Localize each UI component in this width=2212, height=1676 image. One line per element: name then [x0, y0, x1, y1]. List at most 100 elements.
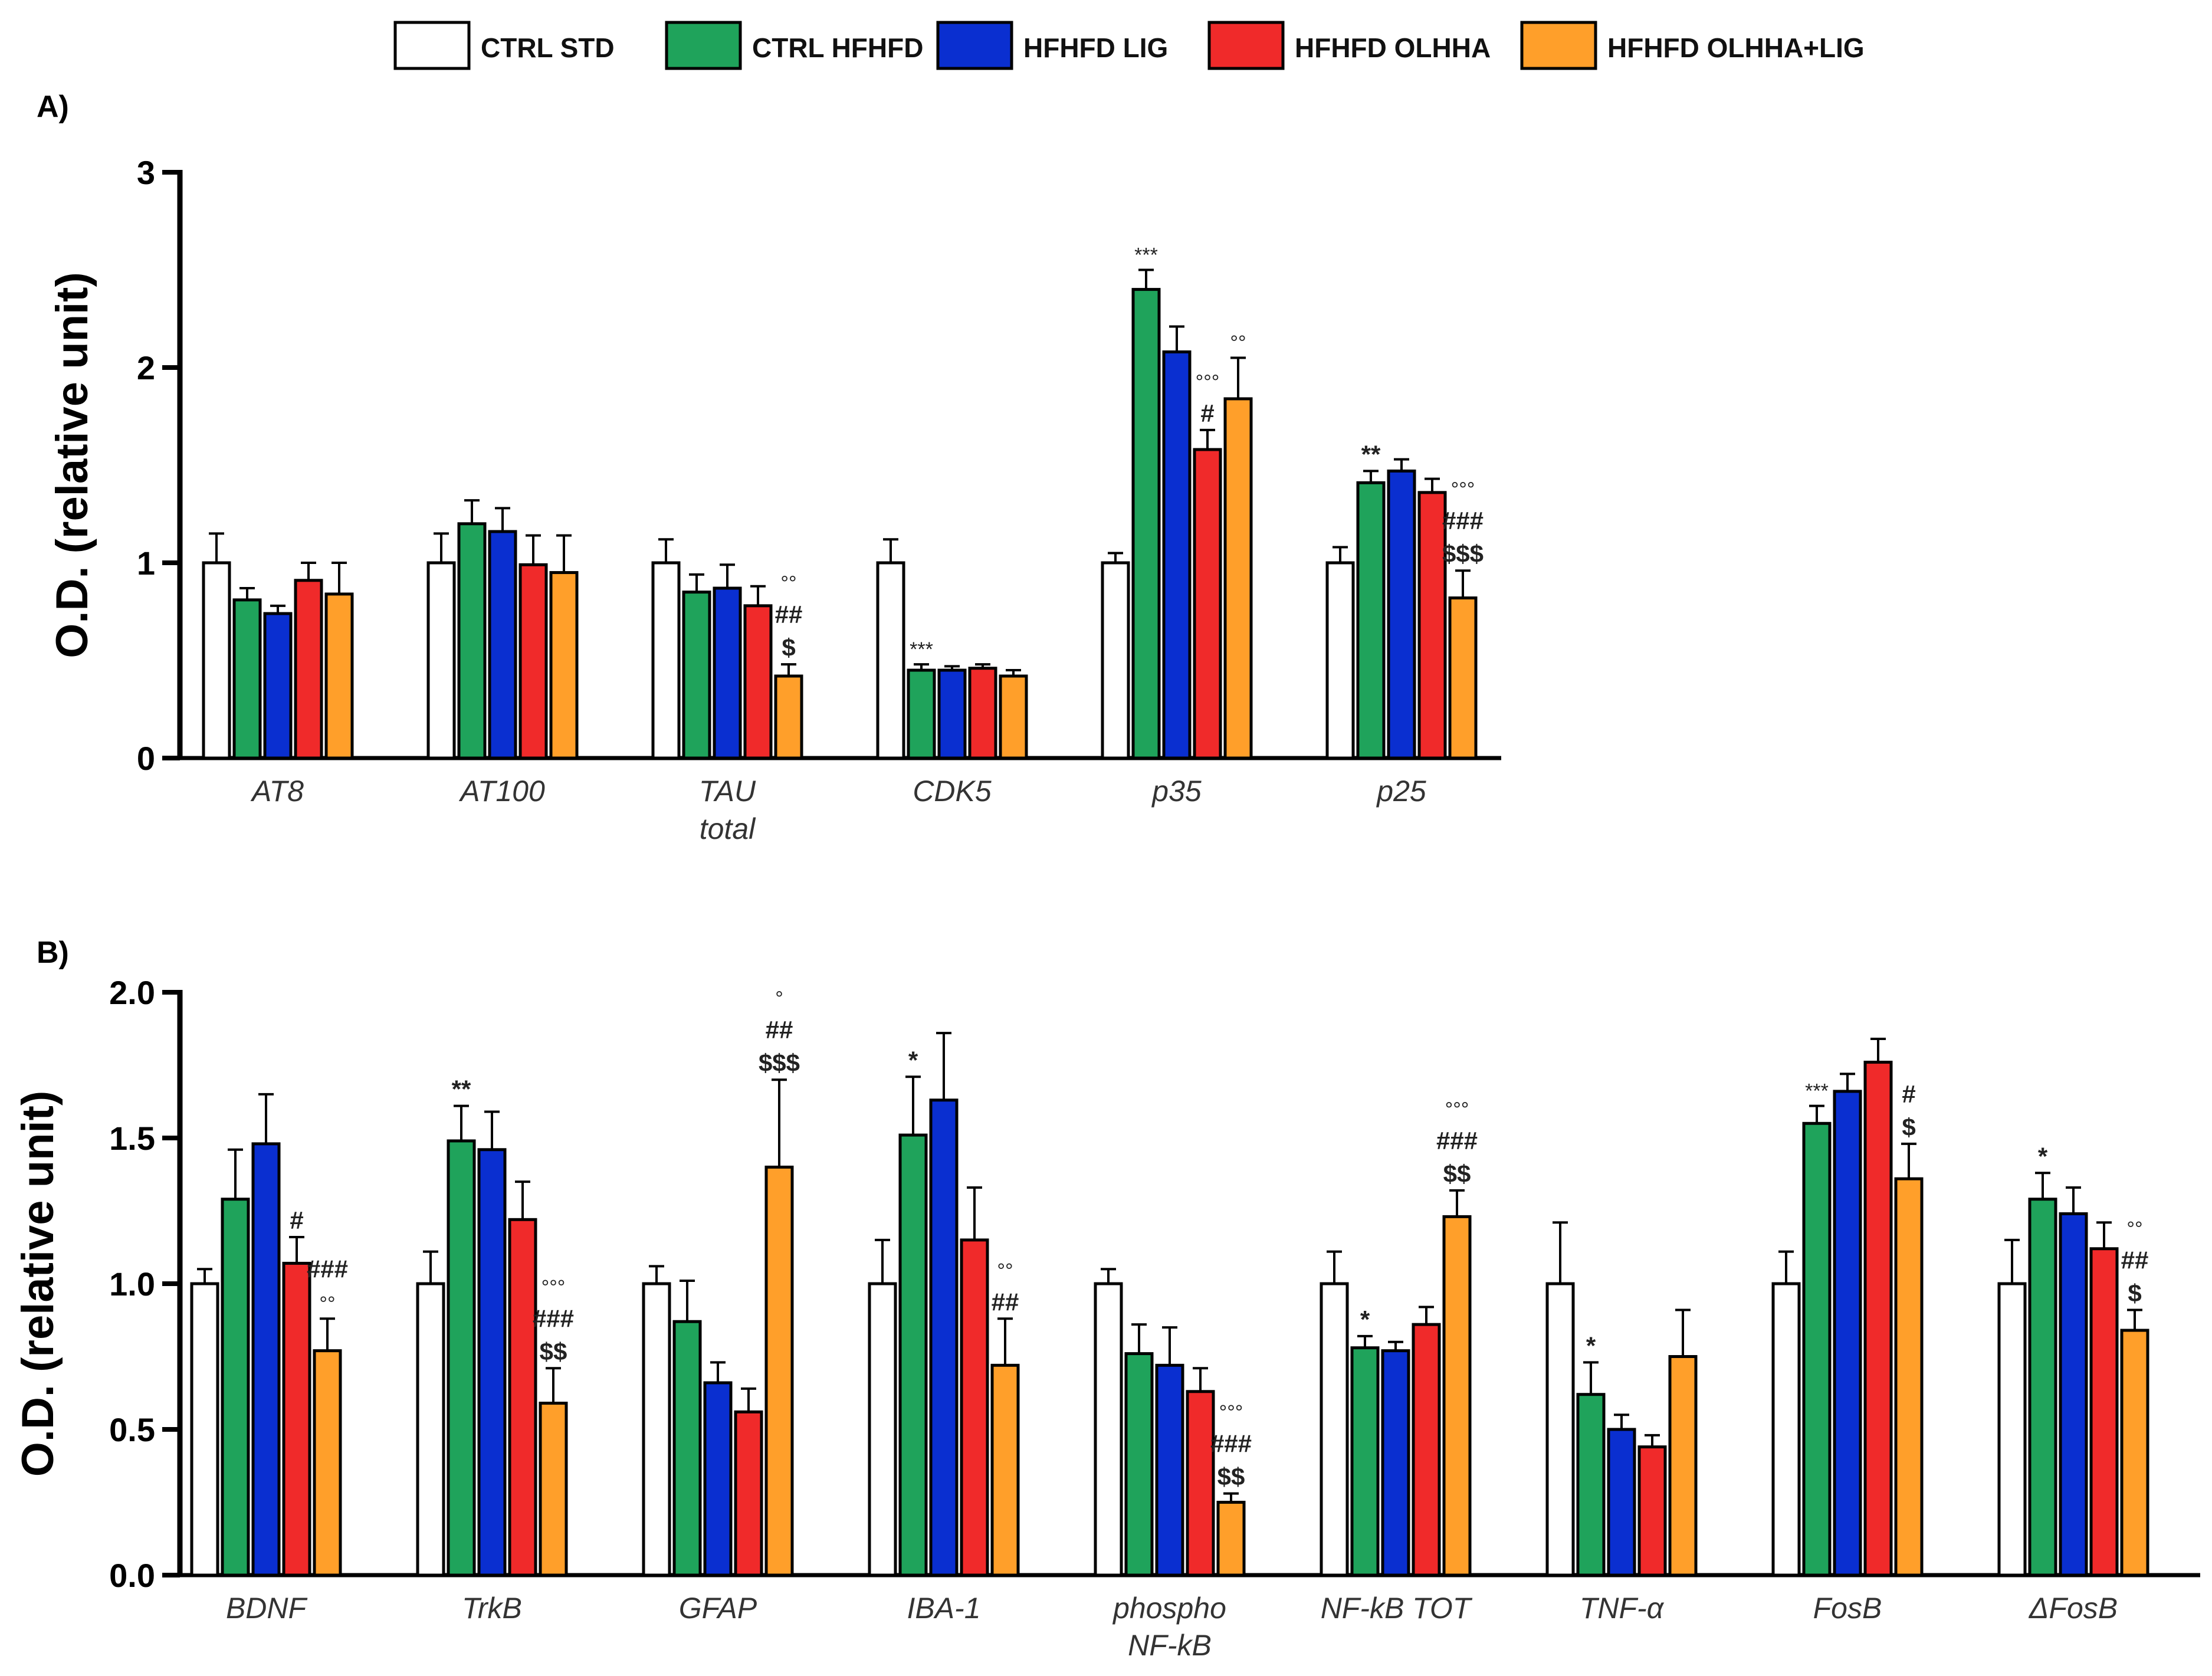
significance-label-bdnf-hfhfd-olhha-lig: °° [319, 1293, 335, 1315]
bar-tau-total-ctrl-hfhfd [682, 591, 711, 760]
y-tick-label: 3 [137, 154, 155, 191]
bar-cdk5-hfhfd-lig [937, 668, 967, 760]
bar-fosb-hfhfd-lig [2059, 1212, 2088, 1577]
x-tick-label-tnf: TNF-α [1580, 1592, 1665, 1625]
bar-gfap-hfhfd-lig [703, 1381, 733, 1577]
significance-label-tau-total-hfhfd-olhha-lig: °° [780, 572, 796, 595]
bar-fosb-hfhfd-lig [1833, 1090, 1862, 1577]
bar-iba-1-hfhfd-olhha [960, 1238, 989, 1577]
bar-tau-total-hfhfd-lig [713, 586, 742, 760]
significance-label-nf-kb-tot-hfhfd-olhha-lig: ### [1436, 1127, 1478, 1154]
bar-tnf-hfhfd-lig [1607, 1428, 1636, 1577]
bar-at8-hfhfd-olhha [294, 579, 323, 760]
x-tick-label-tau-total-line1: TAU [699, 775, 756, 808]
bar-p35-hfhfd-lig [1162, 350, 1192, 760]
x-tick-label-p35: p35 [1151, 775, 1202, 808]
bar-p25-hfhfd-olhha-lig [1448, 596, 1478, 760]
bar-gfap-hfhfd-olhha [734, 1410, 763, 1577]
x-tick-label-iba-1: IBA-1 [907, 1592, 980, 1625]
y-tick-label: 1 [137, 545, 155, 582]
significance-label-iba-1-hfhfd-olhha-lig: °° [997, 1260, 1013, 1282]
significance-label-p35-ctrl-hfhfd: *** [1134, 244, 1158, 267]
significance-label-p25-ctrl-hfhfd: ** [1361, 440, 1381, 468]
legend-swatch-hfhfd-olhha [1207, 21, 1285, 70]
bar-p25-ctrl-hfhfd [1356, 481, 1386, 760]
significance-label-fosb-hfhfd-olhha-lig: $ [1902, 1113, 1915, 1141]
significance-label-p35-hfhfd-olhha-lig: °° [1230, 332, 1246, 354]
significance-label-iba-1-hfhfd-olhha-lig: ## [992, 1288, 1019, 1316]
bar-bdnf-hfhfd-lig [251, 1142, 281, 1577]
significance-label-fosb-hfhfd-olhha-lig: °° [2126, 1218, 2142, 1240]
bar-bdnf-hfhfd-olhha [282, 1261, 311, 1577]
bar-at8-hfhfd-lig [263, 612, 293, 760]
significance-label-p25-hfhfd-olhha-lig: ### [1442, 507, 1484, 534]
bar-fosb-hfhfd-olhha [2089, 1247, 2119, 1577]
bar-p25-hfhfd-olhha [1417, 491, 1447, 760]
bar-gfap-ctrl-std [642, 1282, 671, 1577]
bar-fosb-ctrl-std [1771, 1282, 1801, 1577]
bar-bdnf-hfhfd-olhha-lig [313, 1349, 342, 1577]
bar-cdk5-ctrl-hfhfd [907, 668, 936, 760]
bar-bdnf-ctrl-hfhfd [221, 1198, 250, 1577]
significance-label-nf-kb-tot-hfhfd-olhha-lig: $$ [1443, 1160, 1471, 1188]
legend-swatch-hfhfd-olhha-lig [1520, 21, 1597, 70]
x-tick-label-fosb: ΔFosB [2029, 1592, 2118, 1625]
significance-label-phospho-nf-kb-hfhfd-olhha-lig: °°° [1219, 1402, 1243, 1424]
bar-phospho-nf-kb-ctrl-hfhfd [1124, 1352, 1154, 1577]
bar-cdk5-hfhfd-olhha [968, 667, 997, 760]
x-tick-label-gfap: GFAP [679, 1592, 757, 1625]
bar-cdk5-ctrl-std [876, 561, 905, 760]
x-tick-label-tau-total-line2: total [700, 812, 756, 845]
x-tick-label-nf-kb-tot: NF-kB TOT [1321, 1592, 1473, 1625]
bar-p35-ctrl-hfhfd [1131, 288, 1161, 760]
x-tick-label-phospho-nf-kb-line1: phospho [1112, 1592, 1226, 1625]
legend-label-hfhfd-olhha: HFHFD OLHHA [1295, 32, 1491, 63]
bar-tau-total-hfhfd-olhha-lig [774, 674, 803, 760]
significance-label-cdk5-ctrl-hfhfd: *** [910, 638, 933, 661]
significance-label-gfap-hfhfd-olhha-lig: ## [766, 1016, 793, 1044]
bar-fosb-ctrl-hfhfd [1802, 1121, 1832, 1577]
x-tick-label-fosb: FosB [1813, 1592, 1882, 1625]
significance-label-p25-hfhfd-olhha-lig: °°° [1451, 478, 1475, 501]
bar-gfap-ctrl-hfhfd [672, 1320, 702, 1577]
y-tick-label: 1.5 [109, 1120, 155, 1157]
bar-nf-kb-tot-hfhfd-olhha-lig [1442, 1215, 1472, 1577]
significance-label-fosb-hfhfd-olhha-lig: $ [2128, 1279, 2141, 1307]
x-tick-label-bdnf: BDNF [226, 1592, 308, 1625]
bar-tau-total-hfhfd-olhha [743, 604, 773, 760]
bar-tnf-ctrl-std [1545, 1282, 1575, 1577]
bar-fosb-ctrl-hfhfd [2028, 1198, 2057, 1577]
bar-tau-total-ctrl-std [651, 561, 681, 760]
significance-label-trkb-hfhfd-olhha-lig: ### [533, 1304, 574, 1332]
x-tick-label-phospho-nf-kb-line2: NF-kB [1128, 1629, 1212, 1662]
y-tick-label: 0.5 [109, 1411, 155, 1448]
bar-tnf-ctrl-hfhfd [1576, 1393, 1606, 1577]
y-tick-label: 2.0 [109, 974, 155, 1011]
bar-fosb-hfhfd-olhha-lig [1894, 1177, 1924, 1577]
bar-tnf-hfhfd-olhha-lig [1668, 1355, 1698, 1577]
significance-label-bdnf-hfhfd-olhha-lig: ### [307, 1255, 348, 1283]
bar-cdk5-hfhfd-olhha-lig [999, 674, 1028, 760]
bar-nf-kb-tot-hfhfd-olhha [1412, 1323, 1441, 1577]
x-tick-label-at8: AT8 [250, 775, 304, 808]
panel-label-b: B) [37, 936, 69, 970]
panel-a-chart: A) O.D. (relative unit) 0 1 2 3 AT8 AT100 TAU tot… [37, 90, 1501, 845]
bar-p35-hfhfd-olhha-lig [1223, 397, 1253, 760]
bar-fosb-ctrl-std [1997, 1282, 2027, 1577]
legend-label-ctrl-std: CTRL STD [481, 32, 615, 63]
bar-nf-kb-tot-hfhfd-lig [1381, 1349, 1410, 1577]
significance-label-p25-hfhfd-olhha-lig: $$$ [1442, 540, 1484, 568]
bar-nf-kb-tot-ctrl-hfhfd [1350, 1346, 1380, 1577]
y-axis-title: O.D. (relative unit) [47, 272, 97, 658]
bar-at100-hfhfd-olhha [518, 563, 548, 760]
bar-p25-ctrl-std [1325, 561, 1355, 760]
legend-label-hfhfd-lig: HFHFD LIG [1023, 32, 1168, 63]
y-tick-label: 0.0 [109, 1557, 155, 1594]
bar-p35-hfhfd-olhha [1193, 448, 1222, 760]
bar-at8-hfhfd-olhha-lig [324, 592, 354, 760]
bar-phospho-nf-kb-hfhfd-lig [1155, 1363, 1184, 1577]
significance-label-p35-hfhfd-olhha: # [1200, 399, 1214, 427]
significance-label-p35-hfhfd-olhha: °°° [1196, 371, 1220, 393]
bar-phospho-nf-kb-ctrl-std [1094, 1282, 1123, 1577]
